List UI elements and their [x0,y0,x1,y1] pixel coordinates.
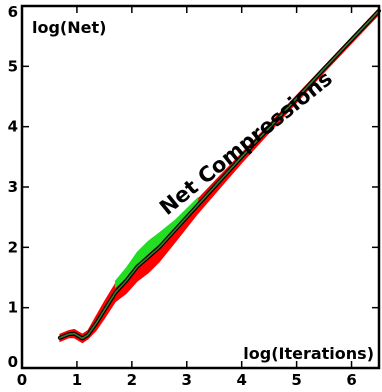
x-axis-ticks: 0 1 2 3 4 5 6 [17,6,357,389]
y-tick-label: 1 [8,299,18,317]
x-tick-label: 2 [127,371,137,389]
plot-background [22,6,379,368]
x-tick-label: 1 [72,371,82,389]
x-tick-label: 3 [182,371,192,389]
y-tick-label: 6 [8,3,18,21]
y-axis-ticks: 0 1 2 3 4 5 6 [8,3,379,371]
x-tick-label: 6 [346,371,356,389]
y-tick-label: 0 [8,353,18,371]
x-tick-label: 5 [291,371,301,389]
y-tick-label: 3 [8,178,18,196]
x-axis-label: log(Iterations) [243,344,374,363]
median-line [59,10,380,340]
y-tick-label: 5 [8,57,18,75]
x-tick-label: 4 [236,371,246,389]
y-tick-label: 2 [8,238,18,256]
line-layer [57,8,381,341]
y-axis-label: log(Net) [32,18,106,37]
x-tick-label: 0 [17,371,27,389]
y-tick-label: 4 [8,118,18,136]
